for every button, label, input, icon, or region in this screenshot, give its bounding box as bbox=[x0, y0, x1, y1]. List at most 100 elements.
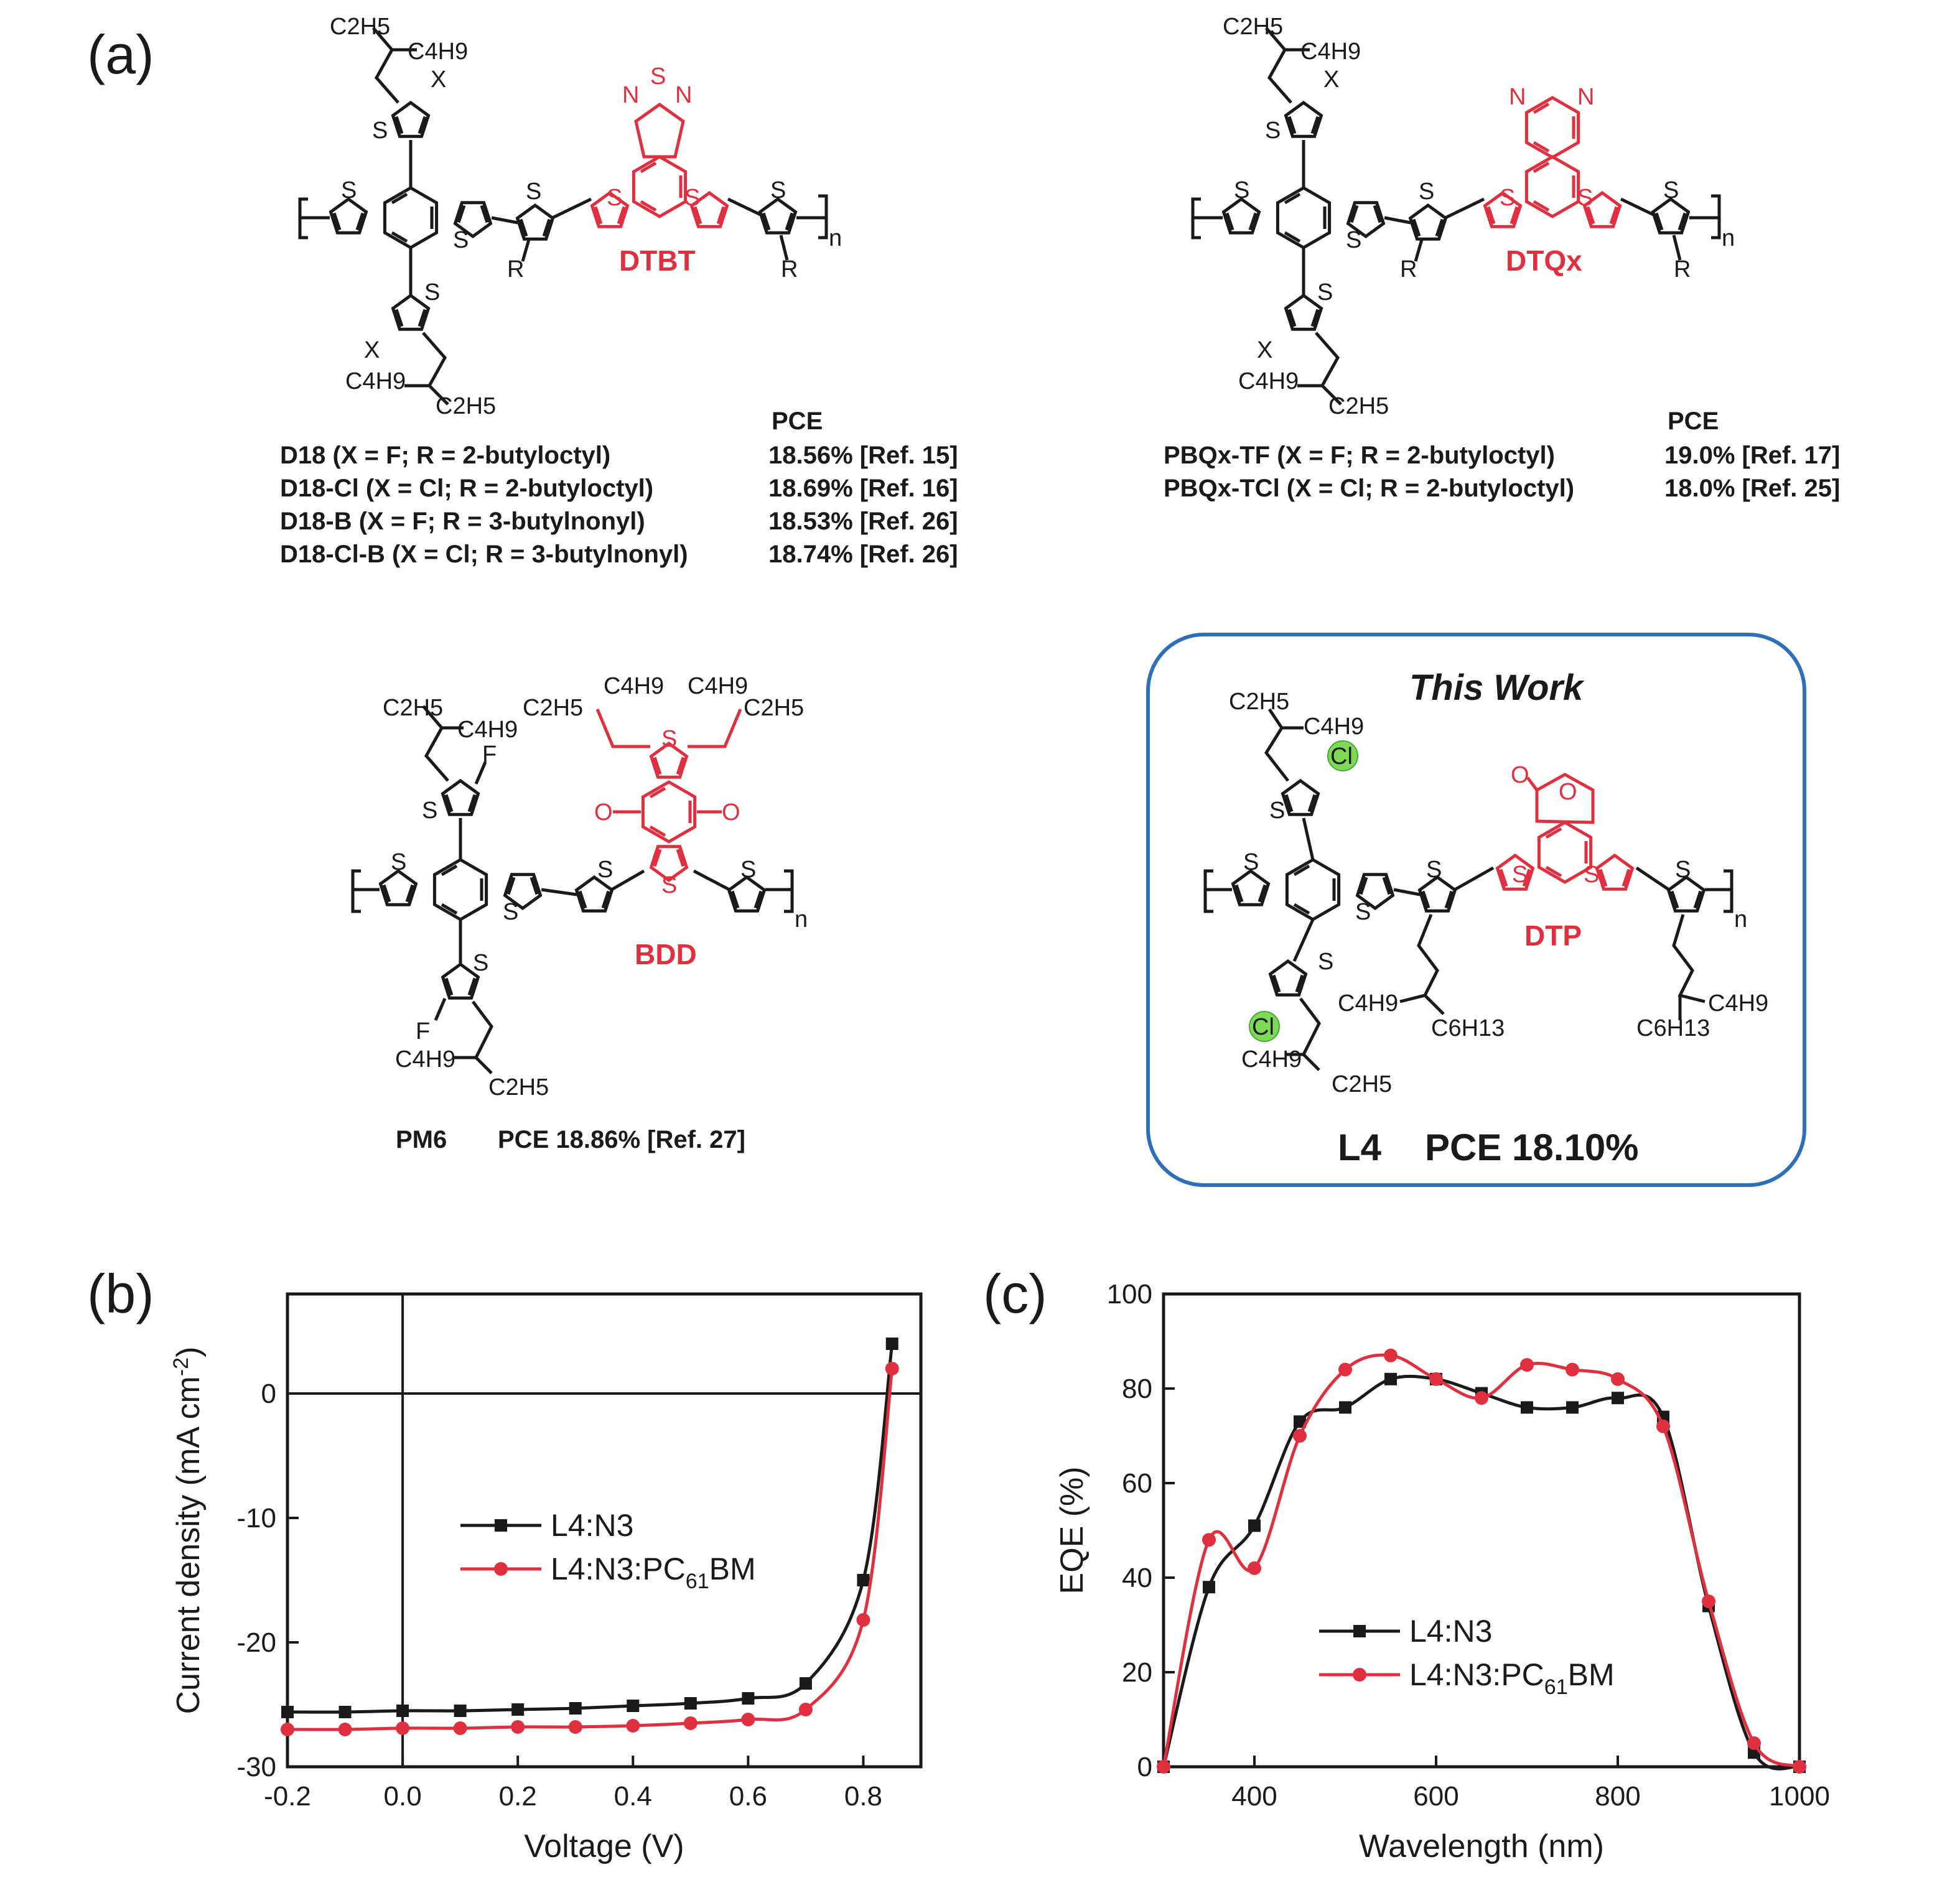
data-point bbox=[396, 1705, 409, 1717]
atom-s: S bbox=[1234, 177, 1249, 203]
eqe-chart: 400 600 800 1000 0 20 40 60 80 100 Wavelength (nm)… bbox=[1054, 1279, 1830, 1864]
group-c4h9: C4H9 bbox=[688, 673, 748, 699]
data-point bbox=[569, 1702, 582, 1715]
x-axis-label: Voltage (V) bbox=[524, 1828, 684, 1864]
data-point bbox=[396, 1721, 410, 1735]
legend-marker bbox=[1353, 1668, 1366, 1682]
data-point bbox=[1656, 1419, 1670, 1433]
polymer-row-name: D18-Cl-B (X = Cl; R = 3-butylnonyl) bbox=[280, 541, 688, 568]
atom-s: S bbox=[1663, 177, 1679, 203]
data-point bbox=[281, 1706, 294, 1718]
data-point bbox=[1384, 1372, 1397, 1385]
atom-s: S bbox=[503, 899, 518, 925]
x-tick-label: -0.2 bbox=[264, 1781, 311, 1812]
group-c4h9: C4H9 bbox=[345, 368, 406, 394]
data-point bbox=[1203, 1581, 1215, 1594]
data-point bbox=[1248, 1561, 1261, 1575]
group-c4h9: C4H9 bbox=[1300, 39, 1361, 65]
repeat-n: n bbox=[829, 225, 842, 251]
x-axis-label: Wavelength (nm) bbox=[1359, 1828, 1604, 1864]
group-c2h5: C2H5 bbox=[1229, 689, 1289, 715]
bdt-core bbox=[298, 27, 828, 406]
data-point bbox=[281, 1723, 294, 1736]
atom-s: S bbox=[473, 950, 488, 976]
polymer-row-name: D18-Cl (X = Cl; R = 2-butyloctyl) bbox=[280, 475, 653, 502]
data-point bbox=[1384, 1348, 1398, 1362]
atom-s: S bbox=[1346, 227, 1361, 253]
unit-label-dtqx: DTQx bbox=[1506, 244, 1582, 277]
legend-label-tail: BM bbox=[1568, 1657, 1615, 1692]
data-point bbox=[338, 1723, 352, 1736]
polymer-pce-pm6: PCE 18.86% [Ref. 27] bbox=[498, 1126, 745, 1153]
panel-label-c: (c) bbox=[983, 1263, 1047, 1324]
atom-s: S bbox=[341, 177, 357, 203]
legend-marker bbox=[1353, 1625, 1366, 1637]
atom-n: N bbox=[622, 82, 639, 108]
atom-s: S bbox=[740, 857, 756, 883]
unit-label-dtbt: DTBT bbox=[619, 244, 696, 277]
atom-s: S bbox=[597, 857, 613, 883]
atom-s: S bbox=[607, 185, 622, 211]
atom-s: S bbox=[770, 177, 786, 203]
polymer-name-l4: L4 bbox=[1338, 1127, 1382, 1168]
group-c4h9: C4H9 bbox=[1304, 714, 1364, 740]
polymer-row-name: PBQx-TCl (X = Cl; R = 2-butyloctyl) bbox=[1164, 475, 1574, 502]
repeat-n: n bbox=[1734, 906, 1747, 933]
legend-marker bbox=[495, 1519, 507, 1532]
atom-r: R bbox=[781, 256, 798, 282]
legend-label: L4:N3:PC61BM bbox=[551, 1552, 756, 1593]
atom-s: S bbox=[1317, 279, 1333, 305]
y-tick-label: 60 bbox=[1122, 1468, 1152, 1499]
series-line bbox=[287, 1368, 894, 1731]
legend-label-sub: 61 bbox=[686, 1570, 709, 1593]
atom-r: R bbox=[1400, 256, 1417, 282]
polymer-row-pce: 18.74% [Ref. 26] bbox=[768, 541, 958, 568]
atom-s: S bbox=[1355, 899, 1371, 925]
polymer-row-name: D18-B (X = F; R = 3-butylnonyl) bbox=[280, 508, 645, 535]
polymer-name-pm6: PM6 bbox=[396, 1126, 447, 1153]
atom-s: S bbox=[424, 279, 440, 305]
polymer-row-pce: 18.69% [Ref. 16] bbox=[768, 475, 958, 502]
legend-label-main: L4:N3 bbox=[1409, 1614, 1492, 1649]
legend-label-main: L4:N3:PC bbox=[551, 1552, 686, 1586]
data-point bbox=[741, 1713, 755, 1726]
data-point bbox=[511, 1703, 525, 1716]
atom-x: X bbox=[1257, 337, 1272, 363]
y-axis-label: EQE (%) bbox=[1054, 1466, 1090, 1594]
data-point bbox=[885, 1338, 898, 1350]
legend-label-main: L4:N3 bbox=[551, 1508, 633, 1543]
atom-s: S bbox=[1419, 179, 1434, 205]
polymer-row-pce: 19.0% [Ref. 17] bbox=[1664, 442, 1840, 469]
plot-frame bbox=[1162, 1292, 1801, 1769]
atom-s: S bbox=[453, 227, 469, 253]
legend-label-tail: BM bbox=[709, 1552, 756, 1586]
x-tick-label: 0.6 bbox=[729, 1781, 767, 1812]
atom-s: S bbox=[650, 63, 666, 90]
x-tick-label: 400 bbox=[1231, 1781, 1277, 1812]
group-c4h9: C4H9 bbox=[604, 673, 664, 699]
polymer-pce-l4: PCE 18.10% bbox=[1425, 1127, 1639, 1168]
data-point bbox=[1429, 1372, 1443, 1386]
atom-s: S bbox=[684, 185, 700, 211]
legend-marker bbox=[494, 1562, 508, 1576]
atom-s: S bbox=[661, 726, 677, 752]
this-work-box bbox=[1146, 633, 1806, 1187]
atom-o: O bbox=[1511, 762, 1529, 788]
data-point bbox=[627, 1700, 640, 1712]
group-c2h5: C2H5 bbox=[436, 393, 496, 419]
y-axis-label-sup: -2 bbox=[169, 1357, 193, 1376]
atom-s: S bbox=[526, 179, 541, 205]
atom-s: S bbox=[1512, 862, 1528, 888]
panel-label-b: (b) bbox=[87, 1263, 154, 1324]
data-point bbox=[799, 1677, 812, 1690]
pce-header: PCE bbox=[772, 407, 823, 435]
series-line bbox=[1162, 1353, 1801, 1769]
data-point bbox=[683, 1716, 698, 1730]
data-point bbox=[1338, 1362, 1352, 1377]
legend-label: L4:N3 bbox=[1409, 1614, 1492, 1649]
x-tick-label: 1000 bbox=[1769, 1781, 1830, 1812]
polymer-row-pce: 18.56% [Ref. 15] bbox=[768, 442, 958, 469]
group-c2h5: C2H5 bbox=[1328, 393, 1389, 419]
y-tick-label: -30 bbox=[236, 1752, 276, 1782]
group-c6h13: C6H13 bbox=[1636, 1015, 1710, 1041]
